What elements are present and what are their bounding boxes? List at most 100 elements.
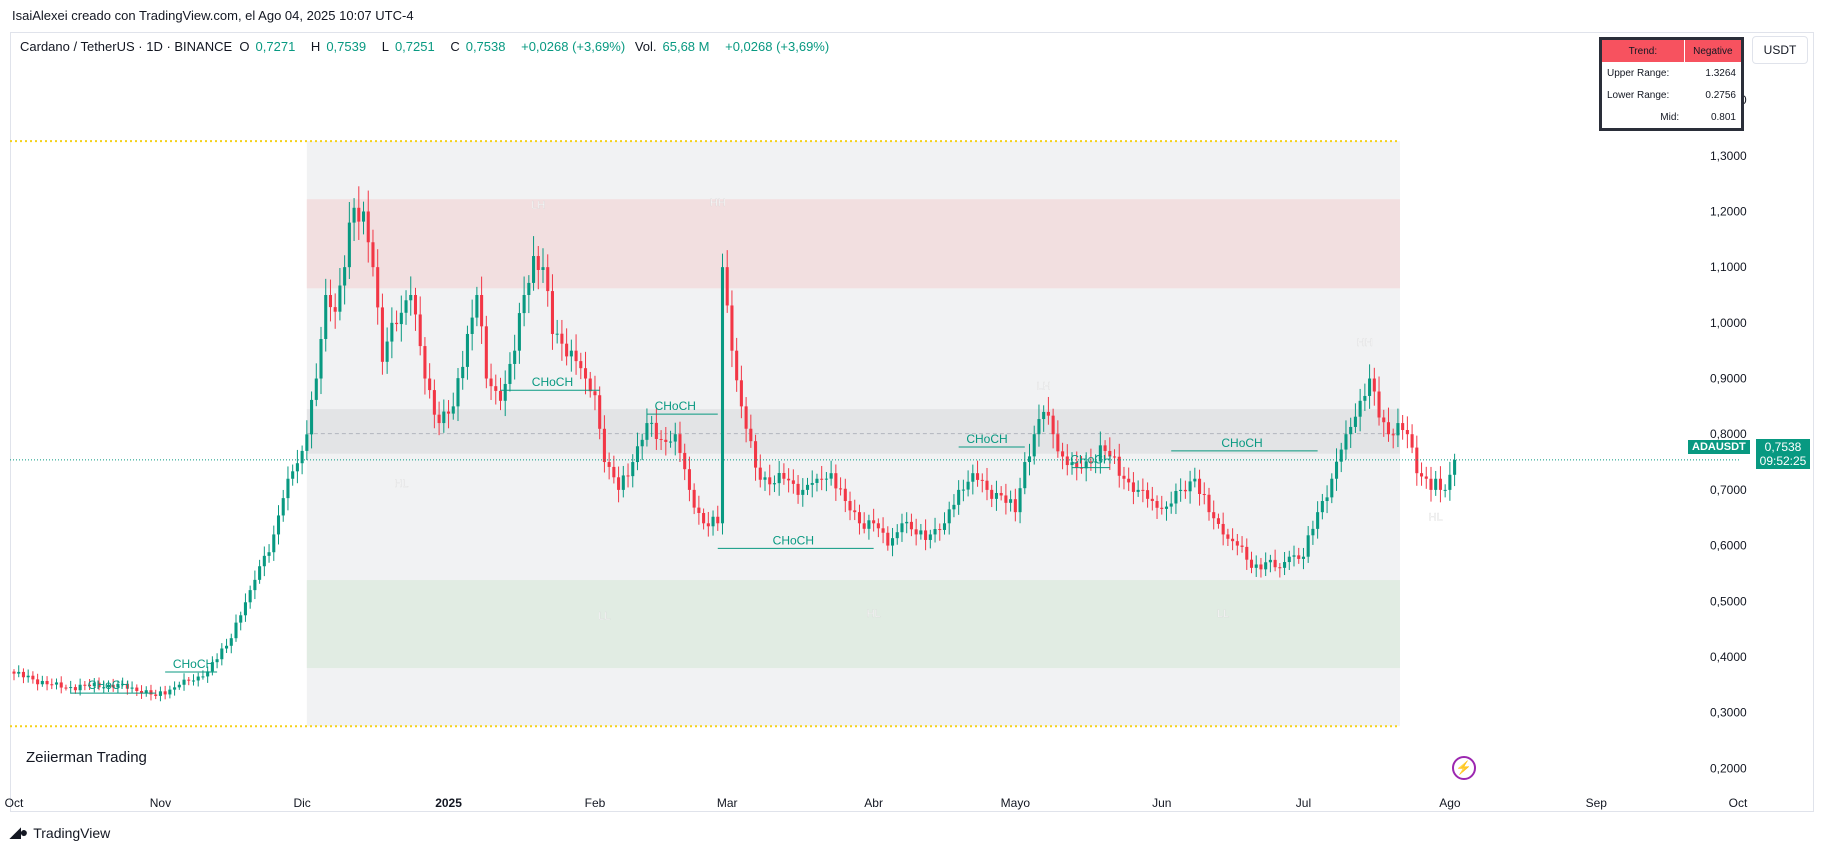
candle-body bbox=[1377, 391, 1381, 418]
candle-body bbox=[239, 615, 243, 623]
candle-body bbox=[26, 675, 30, 678]
candle-body bbox=[805, 484, 810, 490]
candle-body bbox=[1259, 564, 1263, 570]
candle-body bbox=[1216, 518, 1220, 524]
candle-body bbox=[1391, 434, 1395, 436]
candle-body bbox=[985, 480, 989, 490]
candle-body bbox=[380, 307, 384, 362]
candle-body bbox=[498, 390, 503, 401]
symbol-title[interactable]: Cardano / TetherUS · 1D · BINANCE bbox=[20, 39, 233, 54]
candle-body bbox=[1023, 462, 1027, 489]
candle-body bbox=[971, 473, 975, 482]
candle-body bbox=[36, 679, 40, 685]
x-tick-label: Mar bbox=[717, 796, 738, 810]
candle-body bbox=[697, 507, 701, 513]
choch-label: CHoCH bbox=[88, 678, 129, 692]
candle-body bbox=[371, 242, 375, 268]
candle-body bbox=[1334, 461, 1339, 479]
candle-body bbox=[385, 341, 389, 362]
symbol-legend: Cardano / TetherUS · 1D · BINANCE O 0,727… bbox=[20, 39, 835, 54]
candle-body bbox=[574, 350, 578, 362]
candle-body bbox=[716, 516, 720, 524]
change-value: +0,0268 (+3,69%) bbox=[521, 39, 626, 54]
candle-body bbox=[560, 333, 564, 344]
candle-body bbox=[64, 687, 68, 689]
lightning-icon[interactable]: ⚡ bbox=[1452, 756, 1476, 780]
candle-body bbox=[31, 675, 35, 680]
close-value: 0,7538 bbox=[465, 39, 506, 54]
candle-body bbox=[928, 534, 932, 540]
candle-body bbox=[163, 691, 167, 695]
candle-body bbox=[1075, 462, 1079, 468]
candle-body bbox=[395, 322, 399, 325]
candle-body bbox=[465, 333, 469, 367]
candle-body bbox=[130, 687, 134, 689]
candle-body bbox=[1032, 434, 1036, 457]
candle-body bbox=[848, 501, 852, 511]
candle-body bbox=[536, 256, 540, 270]
y-tick-label: 0,2000 bbox=[1710, 761, 1747, 775]
candle-body bbox=[1042, 411, 1046, 420]
candle-body bbox=[173, 687, 177, 690]
candle-body bbox=[1330, 478, 1334, 498]
candle-body bbox=[12, 671, 16, 674]
candle-body bbox=[1410, 434, 1414, 448]
candle-body bbox=[890, 538, 895, 546]
candle-body bbox=[1316, 512, 1320, 529]
candle-body bbox=[248, 590, 252, 603]
brand-name[interactable]: TradingView bbox=[33, 824, 111, 841]
candle-body bbox=[942, 523, 947, 530]
candle-body bbox=[532, 256, 536, 283]
candle-body bbox=[78, 684, 82, 691]
last-price-value: 0,7538 bbox=[1764, 440, 1802, 454]
candle-body bbox=[1056, 434, 1060, 452]
candle-body bbox=[1245, 546, 1249, 560]
candle-body bbox=[423, 346, 427, 379]
candle-body bbox=[1226, 534, 1230, 539]
currency-button[interactable]: USDT bbox=[1752, 36, 1808, 64]
candle-body bbox=[276, 515, 281, 535]
candle-body bbox=[484, 326, 488, 379]
candle-body bbox=[139, 690, 144, 694]
candle-body bbox=[253, 579, 257, 591]
candle-body bbox=[1018, 488, 1022, 513]
candle-body bbox=[215, 659, 219, 663]
x-tick-label: Jun bbox=[1152, 796, 1171, 810]
candle-body bbox=[886, 532, 890, 546]
candle-body bbox=[787, 478, 791, 481]
candle-body bbox=[602, 428, 606, 463]
candle-body bbox=[390, 322, 394, 342]
candle-body bbox=[1363, 395, 1367, 401]
candle-body bbox=[1122, 475, 1126, 479]
candle-body bbox=[1117, 456, 1121, 476]
candle-body bbox=[470, 317, 474, 334]
candle-body bbox=[376, 267, 380, 308]
candle-body bbox=[1278, 567, 1282, 569]
candle-body bbox=[456, 378, 460, 407]
candle-body bbox=[579, 361, 583, 369]
low-label: L bbox=[381, 39, 389, 54]
candle-body bbox=[1386, 422, 1391, 435]
candle-body bbox=[857, 512, 862, 524]
candle-body bbox=[872, 520, 876, 524]
candle-body bbox=[1420, 473, 1424, 477]
candle-body bbox=[1415, 447, 1419, 474]
candle-body bbox=[702, 512, 706, 524]
y-tick-label: 1,1000 bbox=[1710, 260, 1747, 274]
candle-body bbox=[125, 683, 129, 689]
candle-body bbox=[853, 510, 857, 513]
candle-body bbox=[626, 475, 630, 477]
candle-body bbox=[565, 343, 569, 357]
low-value: 0,7251 bbox=[394, 39, 435, 54]
choch-label: CHoCH bbox=[966, 432, 1007, 446]
candle-body bbox=[824, 478, 828, 480]
candle-body bbox=[281, 498, 285, 516]
candle-body bbox=[980, 479, 984, 481]
candle-body bbox=[687, 469, 691, 490]
candle-body bbox=[994, 493, 998, 499]
candle-body bbox=[73, 687, 77, 691]
swing-label: HL bbox=[1429, 512, 1443, 524]
candle-body bbox=[461, 366, 465, 379]
swing-label: HH bbox=[710, 197, 726, 209]
